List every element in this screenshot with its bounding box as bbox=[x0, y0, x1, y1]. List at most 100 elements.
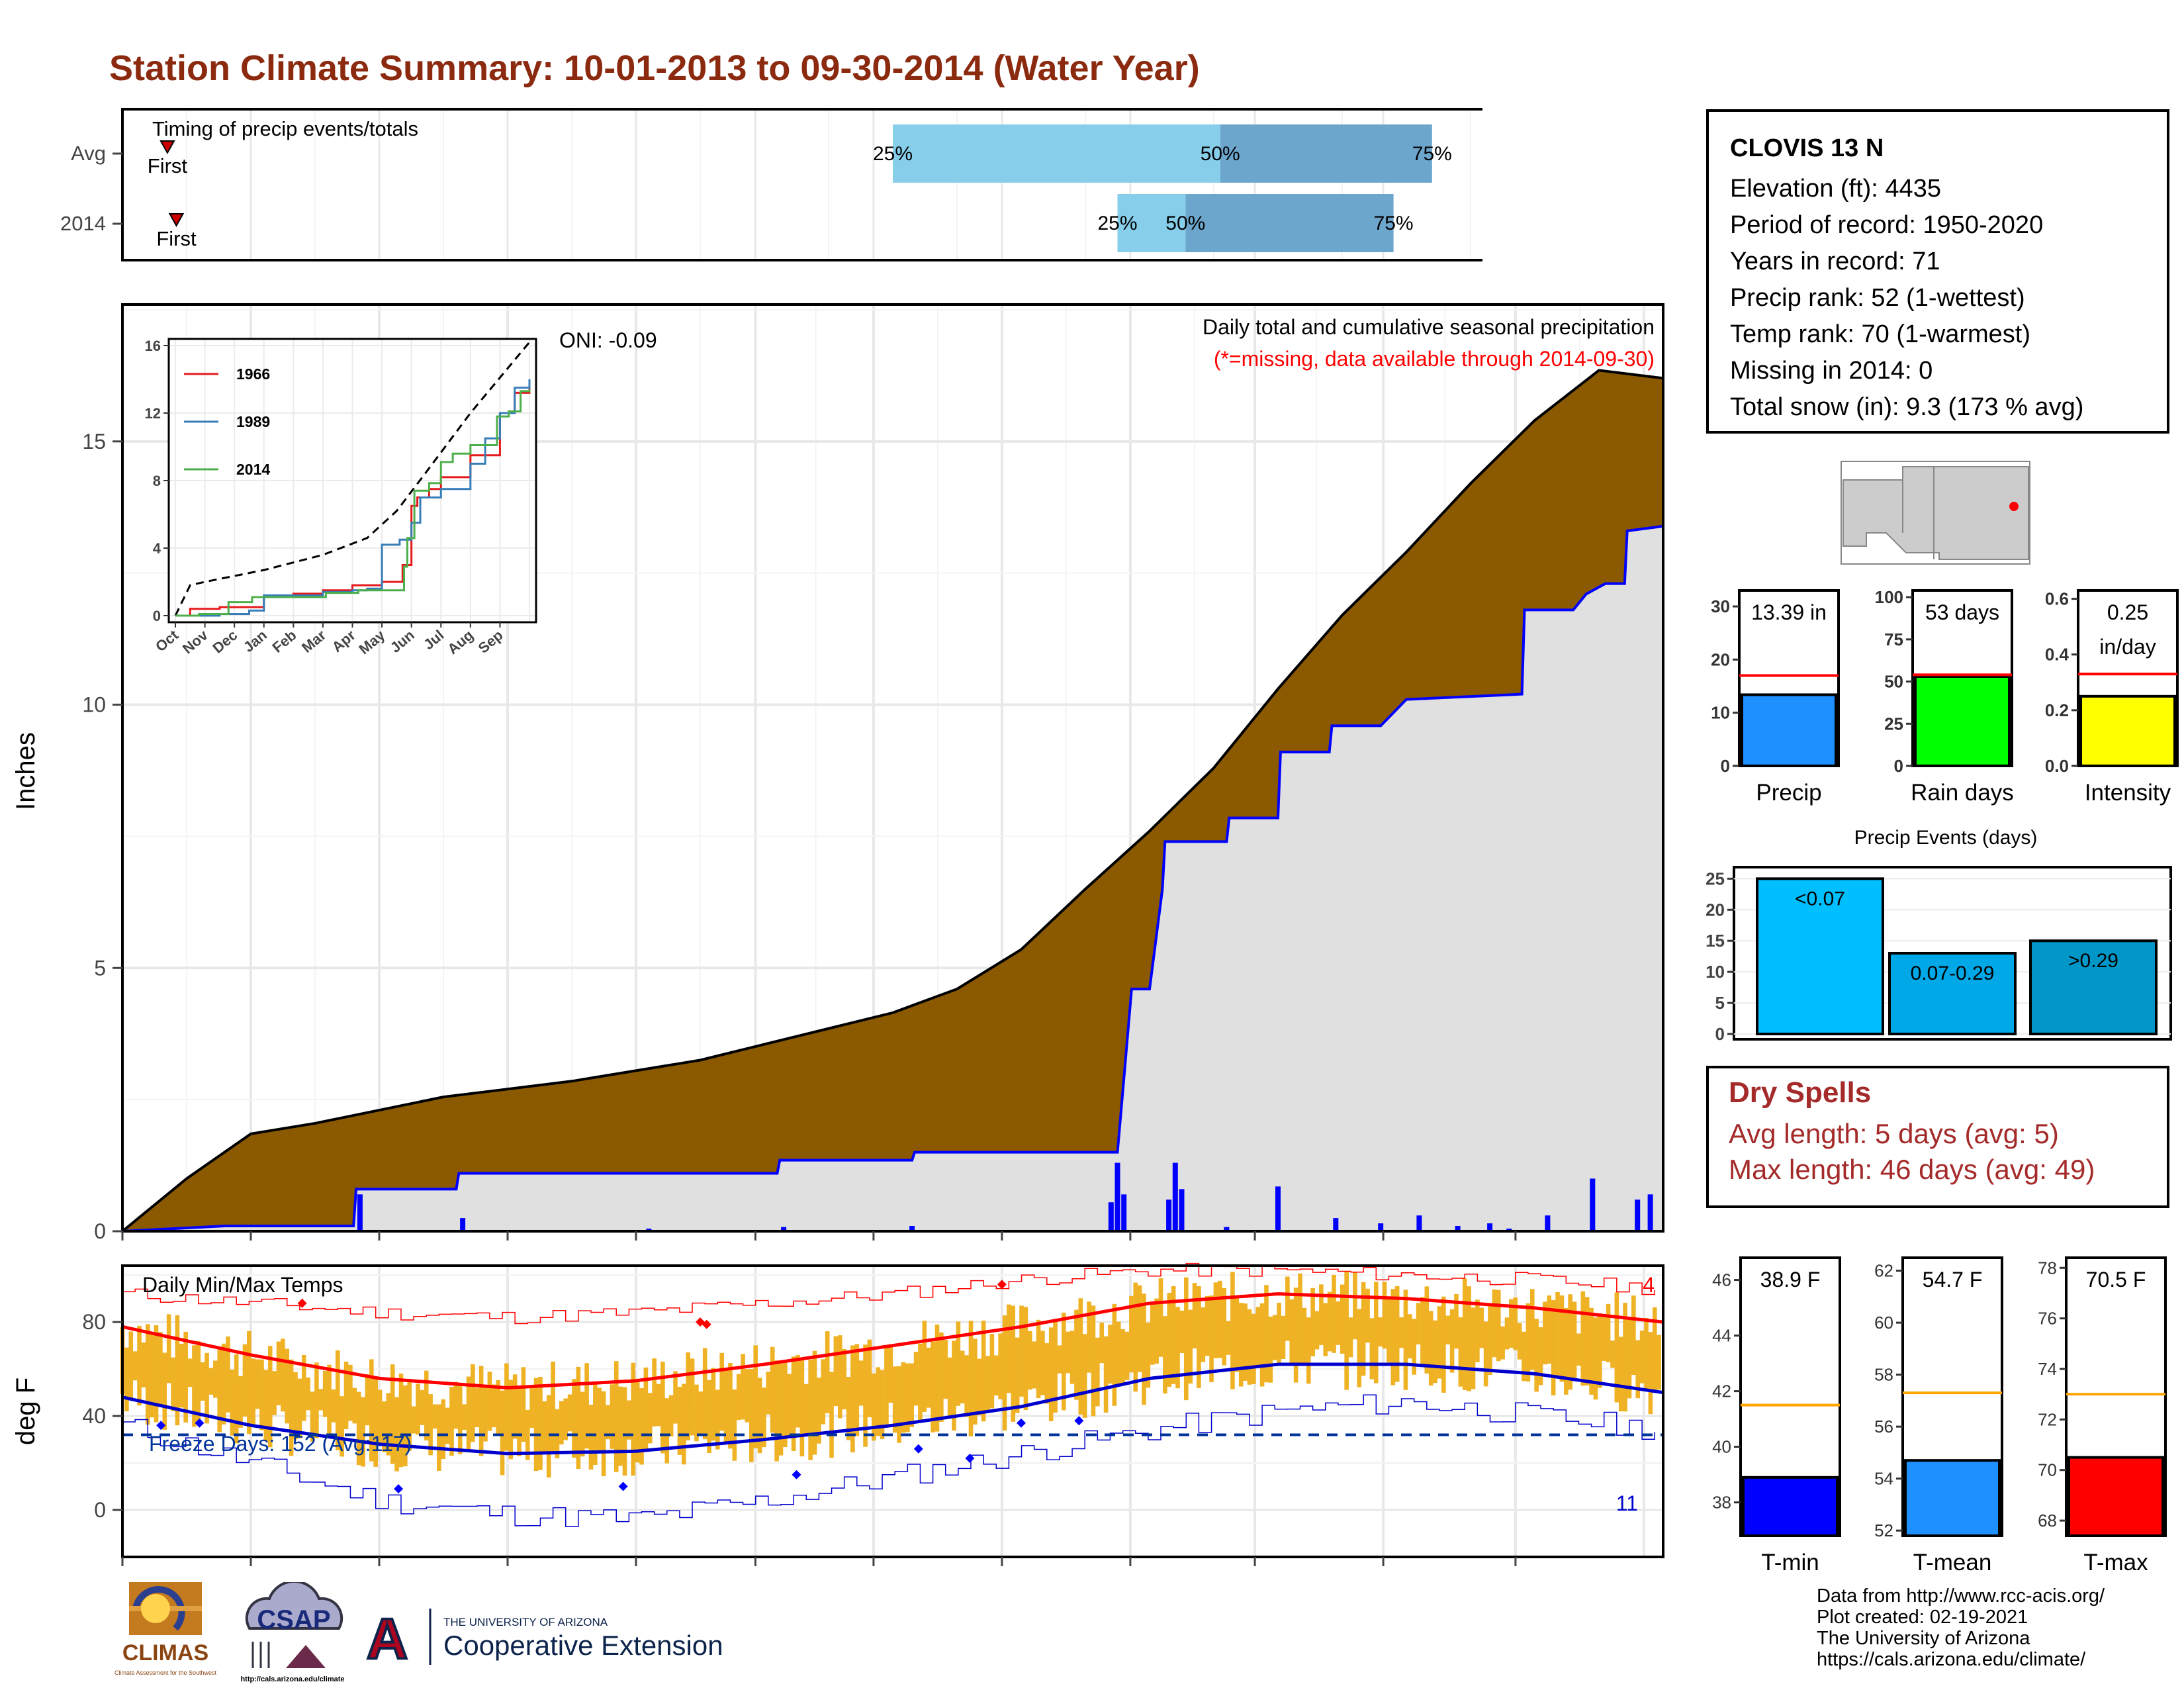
obs-cumulative-area bbox=[122, 526, 1663, 1231]
daily-temp-bar bbox=[512, 1374, 518, 1439]
daily-temp-bar bbox=[327, 1364, 332, 1439]
daily-temp-bar bbox=[817, 1378, 821, 1444]
credit-line: Data from http://www.rcc-acis.org/ bbox=[1817, 1585, 2105, 1607]
daily-temp-bar bbox=[496, 1380, 500, 1436]
daily-temp-bar bbox=[403, 1385, 408, 1467]
ua-small-text: THE UNIVERSITY OF ARIZONA bbox=[443, 1616, 608, 1628]
inset-xtick: Aug bbox=[444, 627, 477, 658]
daily-precip-bar bbox=[781, 1227, 787, 1231]
daily-temp-bar bbox=[803, 1383, 809, 1436]
daily-temp-bar bbox=[977, 1358, 982, 1416]
daily-temp-bar bbox=[1272, 1315, 1277, 1360]
daily-temp-bar bbox=[1538, 1327, 1543, 1385]
timing-p25-label: 25% bbox=[1097, 212, 1137, 234]
gauge-ytick: 68 bbox=[2038, 1511, 2057, 1530]
daily-temp-bar bbox=[998, 1333, 1003, 1399]
daily-temp-bar bbox=[922, 1321, 927, 1412]
daily-temp-bar bbox=[1011, 1305, 1016, 1422]
events-bar-label: 0.07-0.29 bbox=[1911, 962, 1995, 984]
daily-temp-bar bbox=[1357, 1309, 1362, 1387]
inset-xtick: May bbox=[355, 626, 388, 657]
daily-temp-bar bbox=[1454, 1293, 1459, 1349]
daily-temp-bar bbox=[1657, 1335, 1661, 1390]
daily-temp-bar bbox=[1171, 1286, 1176, 1384]
gauge-name: Intensity bbox=[2085, 780, 2171, 806]
daily-temp-bar bbox=[1091, 1305, 1096, 1417]
daily-temp-bar bbox=[1015, 1337, 1020, 1413]
events-bar-label: <0.07 bbox=[1795, 888, 1845, 910]
record-high-marker bbox=[702, 1319, 711, 1329]
events-ytick: 25 bbox=[1706, 868, 1725, 888]
credit-line: https://cals.arizona.edu/climate/ bbox=[1817, 1649, 2086, 1670]
gauge-name: T-mean bbox=[1913, 1550, 1992, 1575]
daily-temp-bar bbox=[909, 1363, 915, 1427]
daily-temp-bar bbox=[1310, 1288, 1315, 1356]
events-ytick: 20 bbox=[1706, 900, 1725, 919]
gauge-name: T-min bbox=[1761, 1550, 1819, 1575]
ua-logo: A THE UNIVERSITY OF ARIZONA Cooperative … bbox=[361, 1606, 723, 1672]
gauge-ytick: 42 bbox=[1712, 1382, 1731, 1401]
daily-temp-bar bbox=[1226, 1321, 1231, 1355]
timing-p75-label: 75% bbox=[1412, 143, 1452, 165]
daily-temp-bar bbox=[1074, 1309, 1079, 1400]
daily-temp-bar bbox=[483, 1386, 488, 1442]
daily-temp-bar bbox=[1365, 1288, 1370, 1343]
daily-temp-bar bbox=[728, 1363, 733, 1449]
daily-temp-bar bbox=[618, 1386, 623, 1466]
daily-temp-bar bbox=[1023, 1307, 1028, 1411]
daily-temp-bar bbox=[1403, 1289, 1408, 1390]
inset-legend-label: 1989 bbox=[236, 413, 270, 430]
daily-temp-bar bbox=[707, 1380, 711, 1454]
daily-temp-bar bbox=[842, 1348, 846, 1410]
timing-p75-label: 75% bbox=[1374, 212, 1414, 234]
daily-temp-bar bbox=[162, 1352, 167, 1430]
gauge-value-bar bbox=[1914, 675, 2011, 767]
daily-temp-bar bbox=[1602, 1317, 1607, 1361]
inset-xtick: Feb bbox=[269, 627, 300, 656]
daily-temp-bar bbox=[179, 1344, 184, 1408]
daily-temp-bar bbox=[1167, 1293, 1172, 1387]
daily-temp-bar bbox=[694, 1384, 699, 1442]
daily-temp-bar bbox=[614, 1361, 619, 1472]
gauge-value-unit: in/day bbox=[2099, 635, 2156, 659]
gauge-ytick: 54 bbox=[1874, 1469, 1893, 1489]
daily-temp-bar bbox=[1205, 1295, 1210, 1356]
daily-temp-bar bbox=[171, 1357, 175, 1411]
daily-temp-bar bbox=[424, 1370, 429, 1441]
daily-temp-bar bbox=[1348, 1317, 1353, 1358]
daily-temp-bar bbox=[234, 1354, 239, 1444]
daily-temp-bar bbox=[956, 1321, 961, 1406]
daily-temp-bar bbox=[1082, 1334, 1087, 1418]
daily-precip-bar bbox=[1172, 1162, 1178, 1231]
timing-label: Timing of precip events/totals bbox=[152, 117, 418, 140]
daily-temp-bar bbox=[1467, 1286, 1471, 1391]
daily-temp-bar bbox=[1522, 1331, 1526, 1382]
daily-temp-bar bbox=[281, 1338, 285, 1412]
daily-temp-bar bbox=[343, 1362, 349, 1429]
daily-temp-bar bbox=[310, 1391, 315, 1442]
daily-temp-bar bbox=[1306, 1317, 1311, 1384]
daily-temp-bar bbox=[1230, 1272, 1235, 1389]
daily-temp-bar bbox=[301, 1355, 306, 1421]
gauge-ytick: 44 bbox=[1712, 1326, 1731, 1346]
oni-label: ONI: -0.09 bbox=[559, 328, 657, 352]
precip-ytick: 10 bbox=[82, 693, 106, 717]
daily-precip-bar bbox=[1115, 1162, 1120, 1231]
events-bar-label: >0.29 bbox=[2068, 950, 2118, 972]
daily-temp-bar bbox=[766, 1372, 771, 1415]
record-low-marker bbox=[1074, 1416, 1084, 1426]
daily-precip-bar bbox=[1455, 1226, 1461, 1231]
daily-temp-bar bbox=[1471, 1307, 1476, 1389]
daily-temp-bar bbox=[508, 1380, 514, 1460]
daily-temp-bar bbox=[1158, 1278, 1163, 1357]
daily-temp-bar bbox=[1285, 1276, 1290, 1341]
daily-precip-bar bbox=[1121, 1194, 1127, 1231]
daily-temp-bar bbox=[1259, 1303, 1265, 1387]
gauge-ytick: 70 bbox=[2038, 1460, 2057, 1480]
daily-temp-bar bbox=[993, 1355, 999, 1396]
daily-temp-bar bbox=[145, 1324, 150, 1425]
daily-temp-bar bbox=[1112, 1303, 1117, 1406]
daily-temp-bar bbox=[854, 1344, 860, 1436]
gauge-ytick: 25 bbox=[1884, 714, 1903, 733]
